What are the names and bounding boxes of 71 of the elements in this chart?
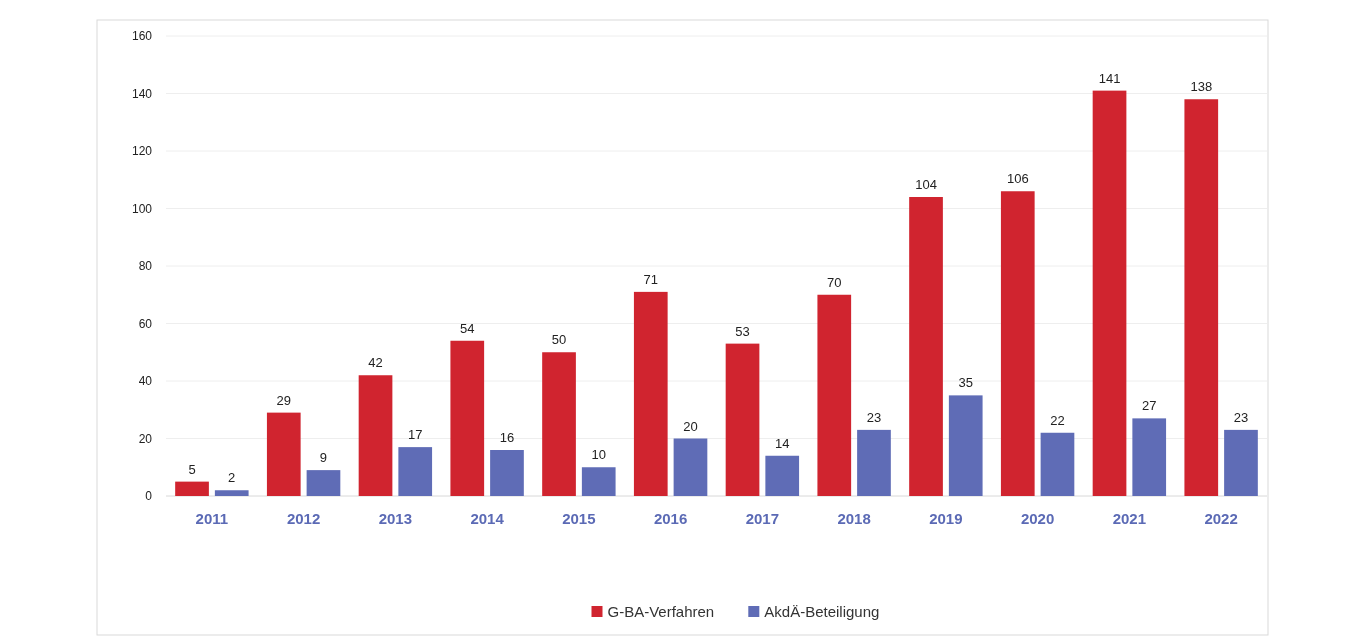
bar	[857, 429, 891, 496]
legend-label: AkdÄ-Beteiligung	[764, 603, 880, 621]
bar	[175, 481, 209, 496]
x-tick-label: 2011	[195, 510, 229, 527]
bar	[765, 455, 800, 496]
y-tick-label: 140	[131, 86, 153, 101]
bar	[358, 375, 393, 496]
data-label: 35	[958, 375, 973, 391]
data-label: 71	[643, 271, 659, 287]
data-label: 16	[499, 430, 515, 445]
y-tick-label: 160	[131, 29, 153, 44]
bar	[306, 470, 341, 496]
y-tick-label: 120	[131, 144, 153, 159]
data-label: 22	[1050, 412, 1065, 428]
data-label: 23	[866, 409, 882, 425]
x-tick-label: 2014	[470, 510, 505, 527]
data-label: 29	[276, 392, 292, 408]
bar	[1132, 418, 1167, 496]
bar	[1092, 90, 1127, 496]
y-tick-label: 100	[131, 201, 153, 216]
y-tick-label: 40	[138, 374, 153, 389]
y-tick-label: 60	[138, 316, 153, 331]
data-label: 14	[774, 435, 790, 451]
x-tick-label: 2015	[562, 510, 596, 527]
bar	[817, 294, 852, 496]
bar	[214, 490, 249, 496]
data-label: 54	[460, 320, 475, 336]
bar	[542, 352, 576, 496]
data-label: 27	[1141, 398, 1157, 414]
x-tick-label: 2013	[378, 510, 413, 527]
x-tick-label: 2017	[745, 510, 780, 527]
bar	[673, 438, 708, 496]
data-label: 53	[735, 323, 750, 339]
bar	[398, 447, 433, 496]
data-label: 9	[319, 450, 328, 466]
data-label: 23	[1233, 409, 1249, 425]
data-label: 141	[1098, 70, 1121, 86]
y-tick-label: 80	[138, 259, 153, 274]
data-label: 5	[188, 461, 196, 477]
data-label: 10	[591, 447, 606, 463]
bar	[1000, 191, 1035, 496]
bar	[1040, 432, 1075, 496]
bar	[490, 450, 524, 496]
x-tick-label: 2018	[837, 510, 871, 527]
data-label: 50	[551, 332, 567, 348]
x-tick-label: 2016	[653, 510, 688, 527]
bar	[1184, 99, 1219, 496]
bar	[633, 291, 668, 496]
x-tick-label: 2019	[929, 510, 963, 527]
data-label: 42	[368, 355, 383, 371]
bar	[948, 395, 983, 496]
x-tick-label: 2021	[1112, 510, 1147, 527]
bar	[909, 197, 943, 496]
data-label: 2	[228, 470, 236, 486]
bar	[266, 412, 301, 496]
y-tick-label: 20	[138, 431, 153, 446]
data-label: 20	[683, 418, 698, 434]
bar	[1224, 429, 1258, 496]
data-label: 70	[827, 274, 842, 290]
x-tick-label: 2012	[286, 510, 321, 527]
x-tick-label: 2022	[1204, 510, 1238, 527]
data-label: 104	[915, 177, 937, 192]
bar	[725, 343, 760, 496]
y-tick-label: 0	[145, 489, 153, 504]
x-tick-label: 2020	[1020, 510, 1055, 527]
data-label: 17	[407, 427, 423, 443]
data-label: 106	[1006, 171, 1029, 187]
legend-label: G-BA-Verfahren	[607, 603, 715, 621]
bar	[450, 340, 485, 496]
bar	[581, 467, 616, 496]
data-label: 138	[1190, 79, 1213, 95]
